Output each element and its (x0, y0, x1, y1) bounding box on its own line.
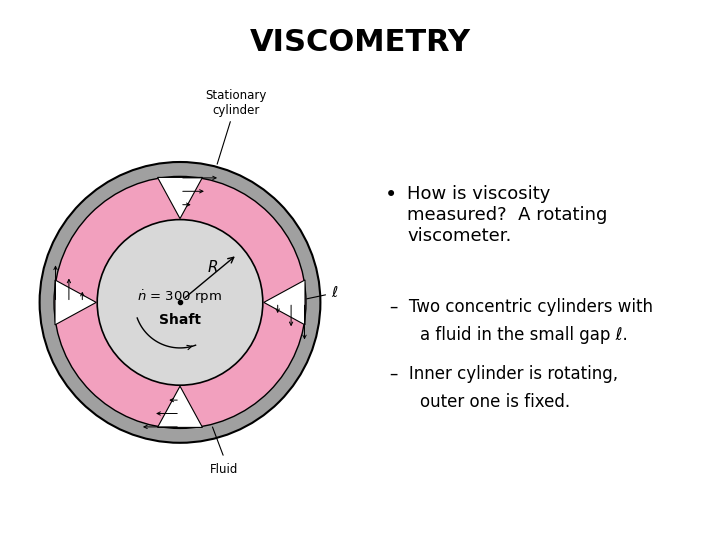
Text: a fluid in the small gap ℓ.: a fluid in the small gap ℓ. (420, 326, 628, 344)
Text: Stationary
cylinder: Stationary cylinder (205, 89, 267, 117)
Text: outer one is fixed.: outer one is fixed. (420, 393, 570, 411)
Polygon shape (264, 280, 305, 325)
Text: –  Inner cylinder is rotating,: – Inner cylinder is rotating, (390, 365, 618, 383)
Circle shape (40, 162, 320, 443)
Polygon shape (158, 178, 202, 219)
Text: $\ell$: $\ell$ (307, 286, 338, 300)
Polygon shape (158, 386, 202, 427)
Circle shape (97, 220, 263, 385)
Text: VISCOMETRY: VISCOMETRY (250, 28, 470, 57)
Text: $\dot{n}$ = 300 rpm: $\dot{n}$ = 300 rpm (138, 288, 222, 306)
Text: •: • (385, 185, 397, 205)
Text: Shaft: Shaft (159, 313, 201, 327)
Text: $R$: $R$ (207, 259, 218, 275)
Text: Fluid: Fluid (210, 463, 238, 476)
Circle shape (54, 177, 306, 428)
Text: –  Two concentric cylinders with: – Two concentric cylinders with (390, 298, 653, 316)
Text: How is viscosity
measured?  A rotating
viscometer.: How is viscosity measured? A rotating vi… (407, 185, 608, 245)
Polygon shape (55, 280, 96, 325)
